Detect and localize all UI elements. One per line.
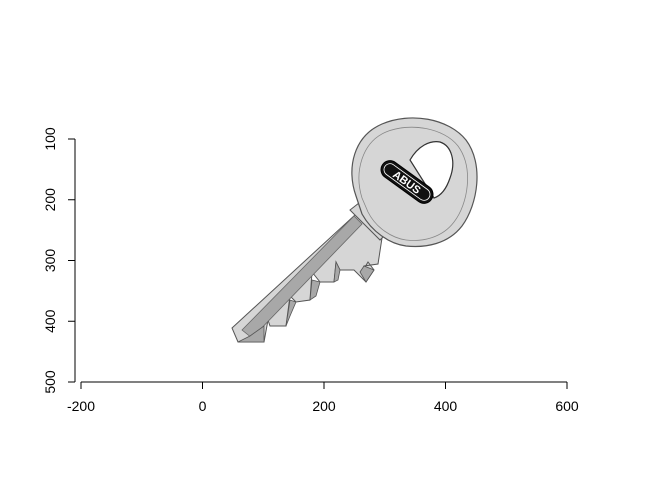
key-cut-shadow <box>237 260 375 343</box>
x-tick-label: -200 <box>67 398 95 414</box>
x-tick-label: 0 <box>199 398 207 414</box>
axes: -200 0 200 400 600 100 200 300 400 500 <box>42 127 579 414</box>
key-icon: ABUS <box>231 117 478 343</box>
key-bow-rim <box>358 126 468 241</box>
y-tick-label: 200 <box>42 188 58 212</box>
y-tick-label: 500 <box>42 370 58 394</box>
key-hole <box>409 141 454 199</box>
y-tick-label: 300 <box>42 249 58 273</box>
x-tick-label: 600 <box>555 398 579 414</box>
key-groove <box>241 215 363 339</box>
x-tick-label: 400 <box>434 398 458 414</box>
y-tick-label: 100 <box>42 127 58 151</box>
x-tick-label: 200 <box>312 398 336 414</box>
y-tick-label: 400 <box>42 309 58 333</box>
